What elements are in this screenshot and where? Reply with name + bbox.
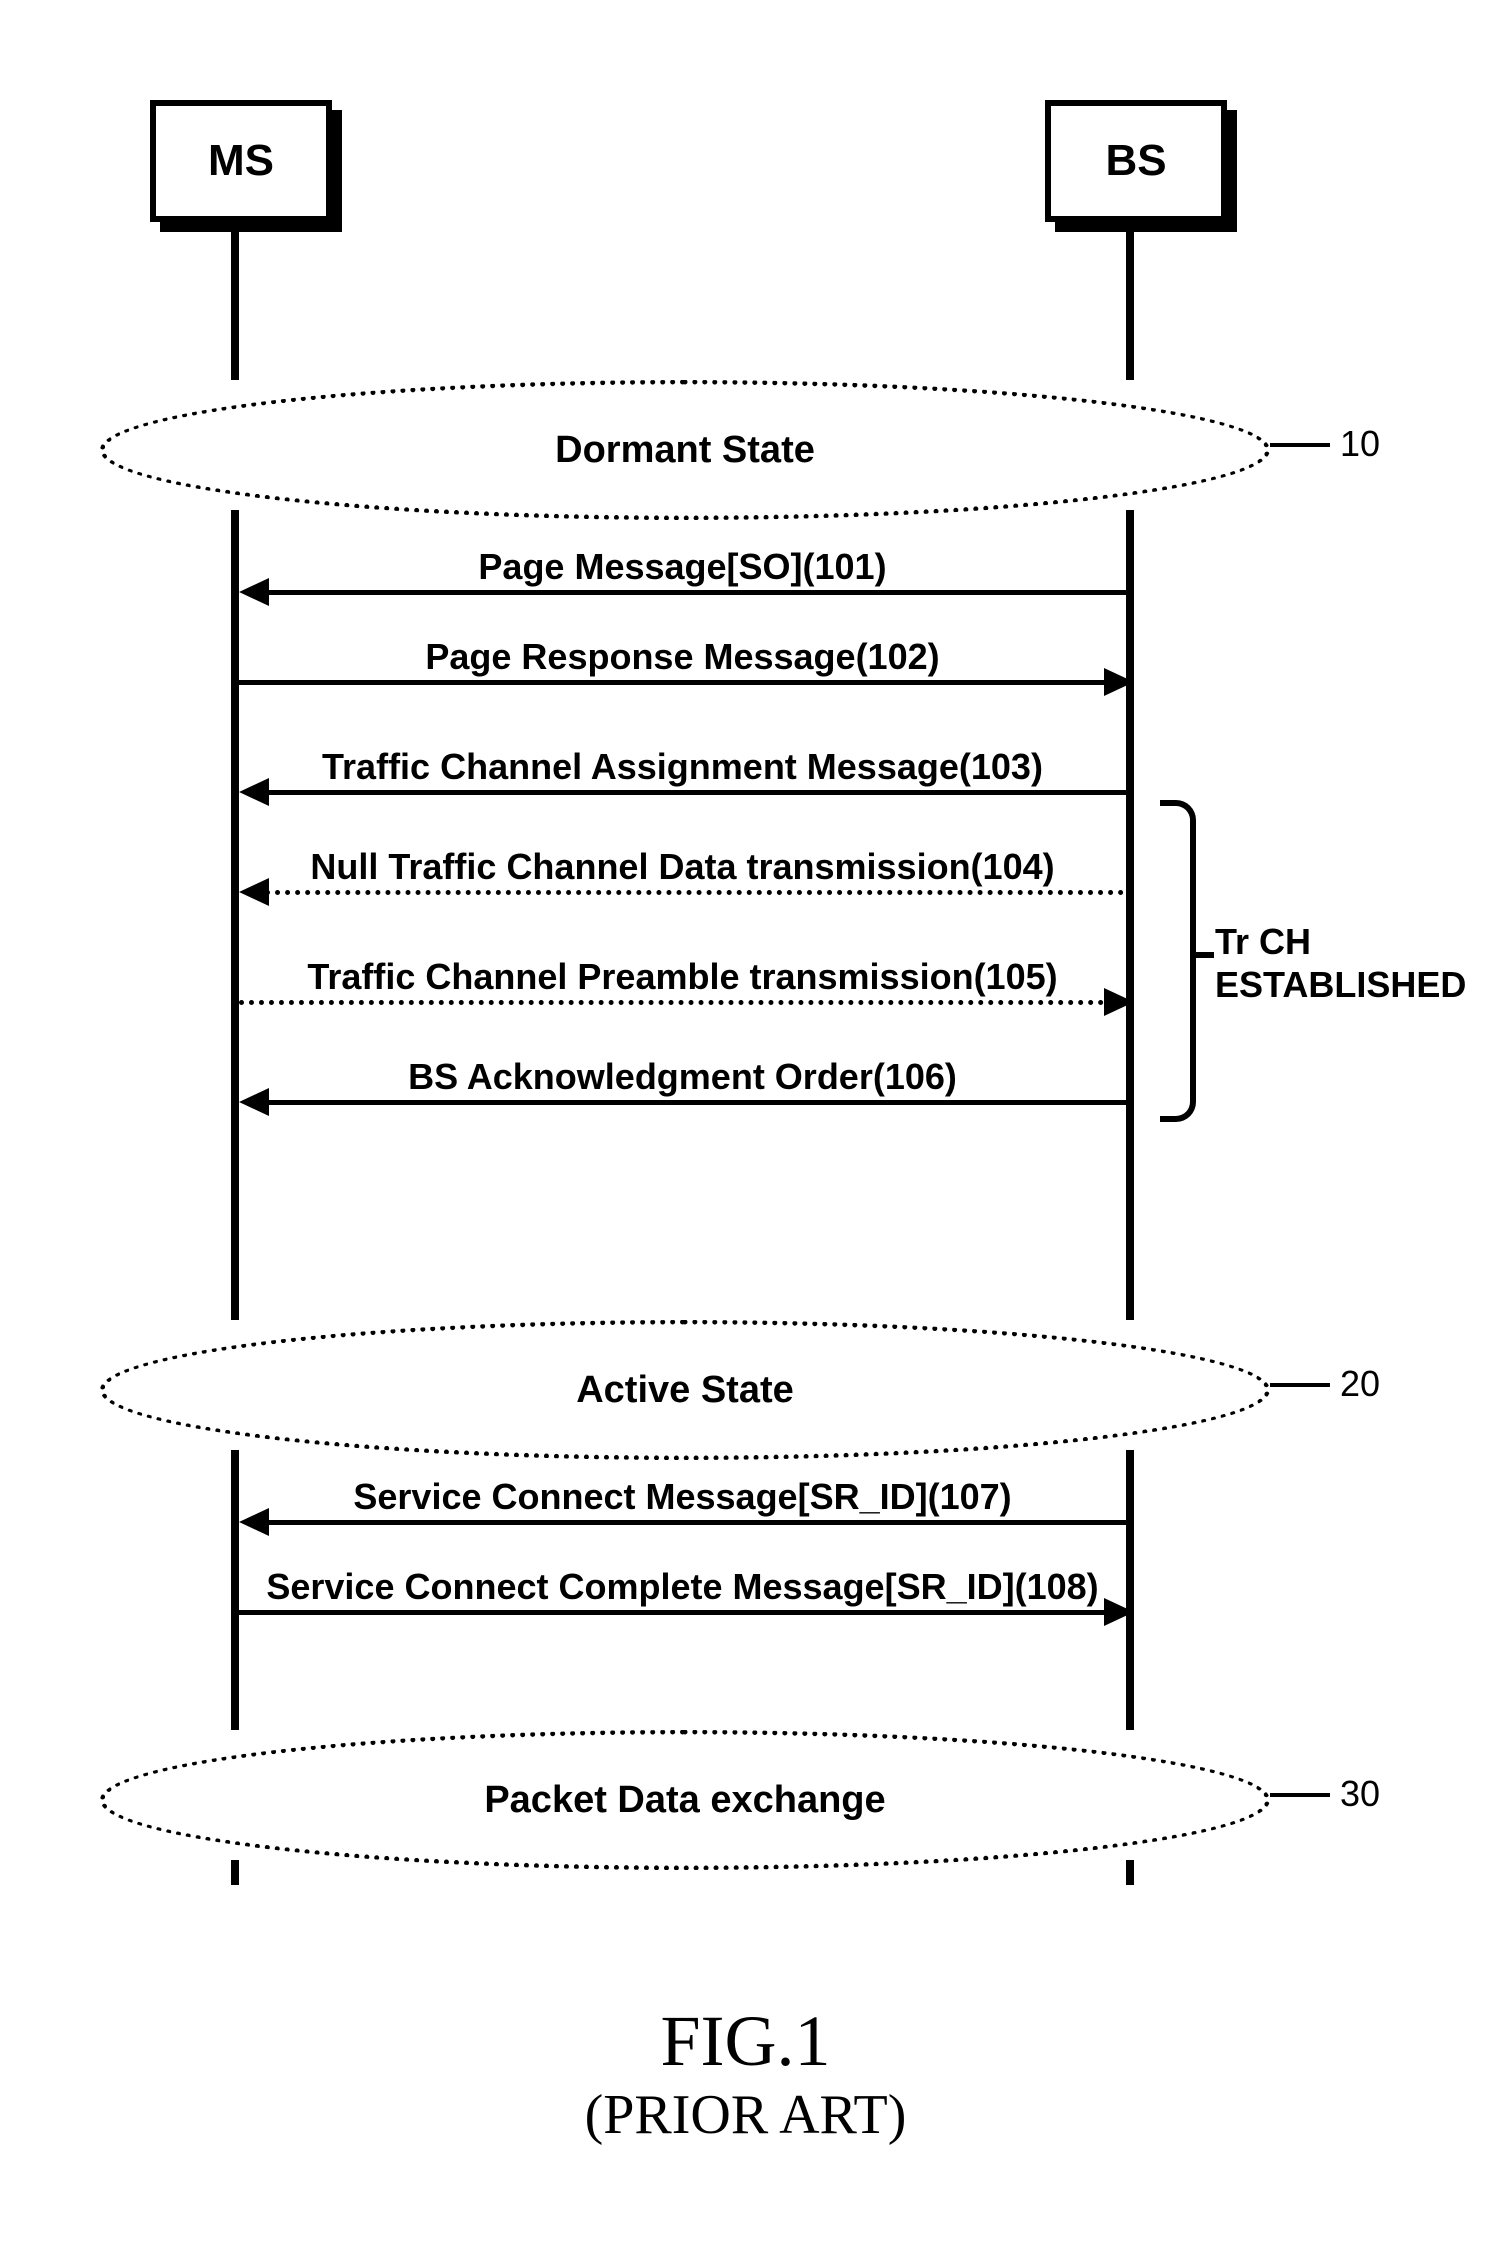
lifeline-box-bs: BS xyxy=(1045,100,1227,222)
state-ref: 30 xyxy=(1340,1773,1380,1815)
figure-subtitle: (PRIOR ART) xyxy=(0,2083,1491,2147)
message-line xyxy=(265,590,1134,595)
lifeline-bs-seg2 xyxy=(1126,510,1134,1320)
message-label: Null Traffic Channel Data transmission(1… xyxy=(235,846,1130,888)
arrowhead-icon xyxy=(239,778,269,806)
lifeline-ms-seg1 xyxy=(231,220,239,380)
arrowhead-icon xyxy=(239,578,269,606)
state-label: Active State xyxy=(576,1369,794,1412)
state-label: Packet Data exchange xyxy=(484,1779,885,1822)
lifeline-ms-seg4 xyxy=(231,1860,239,1885)
lifeline-bs-seg4 xyxy=(1126,1860,1134,1885)
state-ref: 10 xyxy=(1340,423,1380,465)
state-leader xyxy=(1270,1383,1330,1387)
message-line xyxy=(265,1100,1134,1105)
state-label: Dormant State xyxy=(555,429,815,472)
lifeline-label-bs: BS xyxy=(1105,136,1166,186)
bracket-nub xyxy=(1190,952,1214,958)
state-leader xyxy=(1270,443,1330,447)
message-label: BS Acknowledgment Order(106) xyxy=(235,1056,1130,1098)
message-line xyxy=(239,1610,1104,1615)
message-label: Service Connect Message[SR_ID](107) xyxy=(235,1476,1130,1518)
figure-number: FIG.1 xyxy=(0,2000,1491,2083)
message-line xyxy=(265,1520,1134,1525)
arrowhead-icon xyxy=(1104,668,1134,696)
lifeline-bs-seg1 xyxy=(1126,220,1134,380)
bracket-label-line1: Tr CH xyxy=(1215,921,1311,962)
message-line xyxy=(239,680,1104,685)
figure-title: FIG.1 (PRIOR ART) xyxy=(0,2000,1491,2147)
message-label: Traffic Channel Assignment Message(103) xyxy=(235,746,1130,788)
message-label: Page Response Message(102) xyxy=(235,636,1130,678)
message-label: Traffic Channel Preamble transmission(10… xyxy=(235,956,1130,998)
state-ref: 20 xyxy=(1340,1363,1380,1405)
message-line xyxy=(239,1000,1104,1005)
bracket-label-line2: ESTABLISHED xyxy=(1215,964,1466,1005)
bracket-label: Tr CH ESTABLISHED xyxy=(1215,920,1466,1006)
page: MS BS Dormant State 10 Active State 20 Packe… xyxy=(0,0,1491,2247)
message-line xyxy=(265,790,1134,795)
arrowhead-icon xyxy=(239,1088,269,1116)
arrowhead-icon xyxy=(239,1508,269,1536)
state-active: Active State xyxy=(100,1320,1270,1460)
state-leader xyxy=(1270,1793,1330,1797)
lifeline-label-ms: MS xyxy=(208,136,274,186)
state-dormant: Dormant State xyxy=(100,380,1270,520)
lifeline-box-ms: MS xyxy=(150,100,332,222)
arrowhead-icon xyxy=(1104,988,1134,1016)
state-packet: Packet Data exchange xyxy=(100,1730,1270,1870)
arrowhead-icon xyxy=(1104,1598,1134,1626)
message-label: Service Connect Complete Message[SR_ID](… xyxy=(235,1566,1130,1608)
message-label: Page Message[SO](101) xyxy=(235,546,1130,588)
bracket-trch xyxy=(1160,800,1196,1122)
message-line xyxy=(265,890,1134,895)
arrowhead-icon xyxy=(239,878,269,906)
lifeline-ms-seg2 xyxy=(231,510,239,1320)
